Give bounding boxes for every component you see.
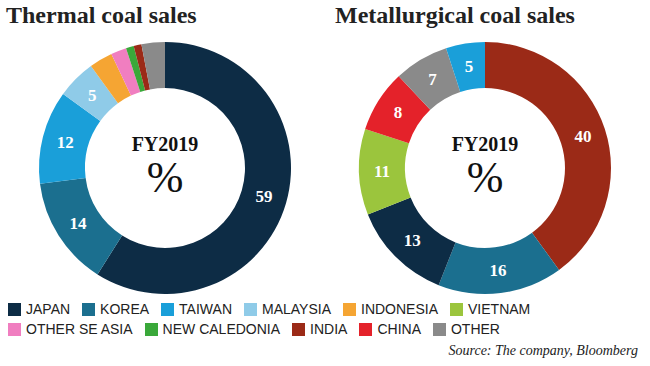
html-text:VIETNAM: VIETNAM: [468, 301, 531, 317]
svg-text:5: 5: [88, 86, 97, 105]
html-text:NEW CALEDONIA: NEW CALEDONIA: [162, 321, 281, 337]
svg-text:59: 59: [255, 187, 272, 206]
svg-text:12: 12: [57, 133, 74, 152]
svg-text:16: 16: [489, 261, 506, 280]
svg-text:5: 5: [465, 57, 474, 76]
html-text:Metallurgical coal sales: Metallurgical coal sales: [335, 2, 575, 28]
html-text:CHINA: CHINA: [377, 321, 421, 337]
svg-text:11: 11: [374, 162, 390, 181]
html-text:INDIA: INDIA: [310, 321, 348, 337]
svg-text:7: 7: [428, 70, 437, 89]
svg-text:40: 40: [574, 127, 591, 146]
html-text:OTHER: OTHER: [451, 321, 500, 337]
html-text:KOREA: KOREA: [100, 301, 150, 317]
html-text:FY2019: FY2019: [131, 133, 199, 155]
html-text:MALAYSIA: MALAYSIA: [262, 301, 331, 317]
html-text:Thermal coal sales: Thermal coal sales: [6, 2, 197, 28]
html-text:TAIWAN: TAIWAN: [179, 301, 232, 317]
html-text:FY2019: FY2019: [451, 133, 519, 155]
html-text:INDONESIA: INDONESIA: [361, 301, 438, 317]
html-text:Source: The company, Bloomberg: Source: The company, Bloomberg: [448, 343, 638, 358]
svg-text:14: 14: [70, 214, 88, 233]
svg-text:8: 8: [394, 103, 403, 122]
svg-text:13: 13: [404, 231, 421, 250]
html-text:OTHER SE ASIA: OTHER SE ASIA: [26, 321, 133, 337]
html-text:JAPAN: JAPAN: [26, 301, 71, 317]
